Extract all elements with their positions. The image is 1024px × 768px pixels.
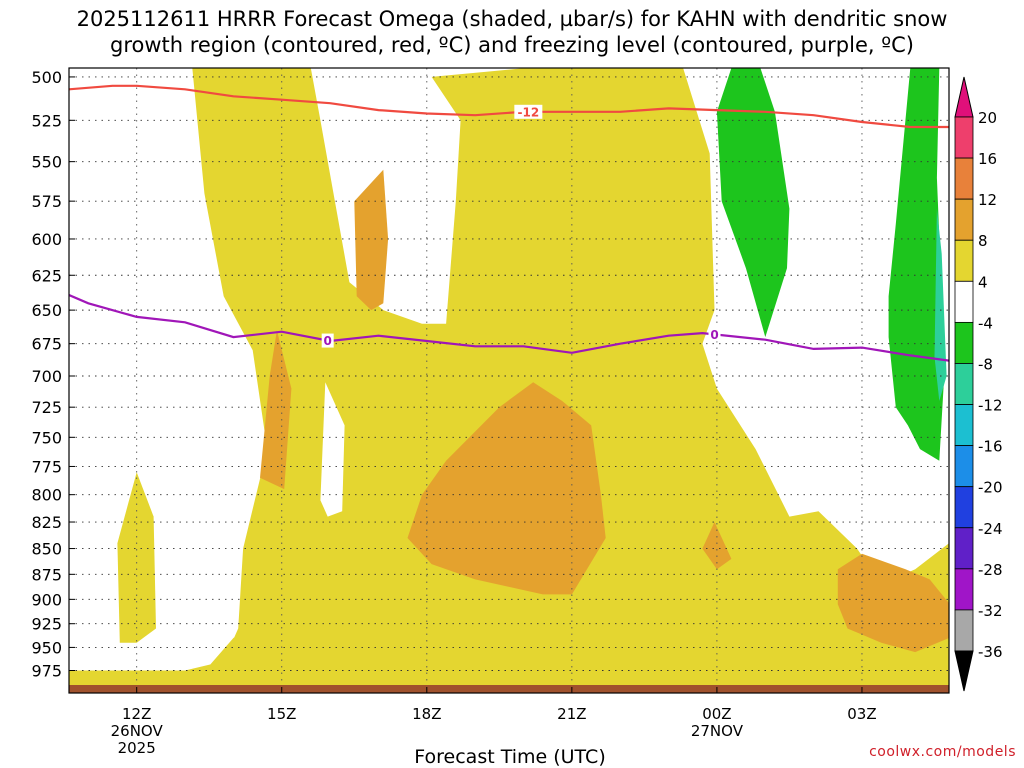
y-tick-label: 925 [31, 615, 62, 634]
y-tick-label: 850 [31, 540, 62, 559]
shaded-region-2 [354, 169, 389, 311]
colorbar-swatch [954, 157, 974, 200]
x-tick-label: 21Z [557, 705, 586, 723]
contour-line-0 [69, 84, 949, 129]
contour-label-bg [321, 333, 334, 348]
y-tick-label: 525 [31, 111, 62, 130]
surface-bar [69, 685, 949, 693]
colorbar-label: 8 [978, 232, 988, 250]
y-tick-label: 975 [31, 661, 62, 680]
colorbar-swatch [954, 609, 974, 652]
colorbar: 20 16 12 8 4 -4 -8 -12 -16 -20 -24 -28 -32 -36 [954, 76, 1003, 692]
x-tick-label: 03Z [847, 705, 876, 723]
y-tick-label: 550 [31, 153, 62, 172]
colorbar-label: -20 [978, 479, 1003, 497]
y-tick-label: 800 [31, 486, 62, 505]
y-tick-label: 650 [31, 301, 62, 320]
colorbar-label: 4 [978, 273, 988, 291]
contour-label-bg [708, 327, 721, 342]
y-tick-label: 500 [31, 68, 62, 87]
shaded-region-10 [320, 382, 345, 517]
colorbar-label: -36 [978, 643, 1003, 661]
shaded-region-4 [407, 382, 606, 595]
y-tick-label: 700 [31, 367, 62, 386]
colorbar-label: 20 [978, 109, 997, 127]
x-tick-date: 27NOV [691, 722, 744, 740]
contours: -12 0 0 [69, 84, 949, 362]
colorbar-swatch [954, 527, 974, 570]
shaded-region-7 [716, 68, 790, 338]
x-tick-label: 00Z [702, 705, 731, 723]
colorbar-swatch [954, 116, 974, 159]
x-tick-label: 15Z [267, 705, 296, 723]
x-axis-label: Forecast Time (UTC) [414, 746, 606, 768]
y-axis: 500 525 550 575 600 625 650 675 700 725 750 775 800 8… [31, 68, 75, 680]
colorbar-swatch [954, 404, 974, 447]
colorbar-swatch [954, 445, 974, 488]
shaded-region-3 [260, 330, 292, 490]
colorbar-label: -16 [978, 438, 1003, 456]
credit-text: coolwx.com/models [869, 744, 1016, 760]
contour-label: -12 [517, 105, 539, 119]
shaded-region-1 [117, 472, 156, 643]
colorbar-label: -4 [978, 314, 993, 332]
chart-title: 2025112611 HRRR Forecast Omega (shaded, … [76, 7, 948, 57]
colorbar-swatch [954, 280, 974, 323]
x-tick-year: 2025 [118, 739, 156, 757]
colorbar-label: 16 [978, 150, 997, 168]
shaded-region-9 [934, 208, 947, 401]
shaded-region-8 [888, 68, 945, 461]
y-tick-label: 575 [31, 192, 62, 211]
y-tick-label: 825 [31, 513, 62, 532]
x-tick-label: 18Z [412, 705, 441, 723]
colorbar-swatch [954, 321, 974, 364]
colorbar-under-triangle [954, 650, 974, 692]
colorbar-swatch [954, 198, 974, 241]
colorbar-over-triangle [954, 76, 974, 118]
y-tick-label: 725 [31, 398, 62, 417]
contour-line-1 [69, 293, 949, 362]
contour-label-bg [514, 104, 543, 119]
y-tick-label: 950 [31, 638, 62, 657]
plot-frame [68, 67, 950, 694]
colorbar-label: -28 [978, 561, 1003, 579]
colorbar-label: -8 [978, 355, 993, 373]
y-tick-label: 600 [31, 230, 62, 249]
x-tick-date: 26NOV [111, 722, 164, 740]
colorbar-swatch [954, 568, 974, 611]
shaded-region-5 [702, 522, 732, 570]
contour-label: 0 [710, 328, 718, 342]
colorbar-label: -12 [978, 397, 1003, 415]
y-tick-label: 625 [31, 266, 62, 285]
shaded-omega [69, 68, 949, 689]
colorbar-swatch [954, 239, 974, 282]
colorbar-swatch [954, 363, 974, 405]
shaded-region-6 [837, 553, 949, 653]
colorbar-label: 12 [978, 191, 997, 209]
x-tick-label: 12Z [122, 705, 151, 723]
y-tick-label: 875 [31, 565, 62, 584]
shaded-region-0 [69, 68, 949, 689]
y-tick-label: 750 [31, 428, 62, 447]
colorbar-swatch [954, 486, 974, 529]
colorbar-label: -24 [978, 520, 1003, 538]
colorbar-label: -32 [978, 602, 1003, 620]
y-tick-label: 775 [31, 457, 62, 476]
y-tick-label: 900 [31, 590, 62, 609]
y-tick-label: 675 [31, 335, 62, 354]
grid [69, 68, 949, 693]
contour-label: 0 [324, 334, 332, 348]
